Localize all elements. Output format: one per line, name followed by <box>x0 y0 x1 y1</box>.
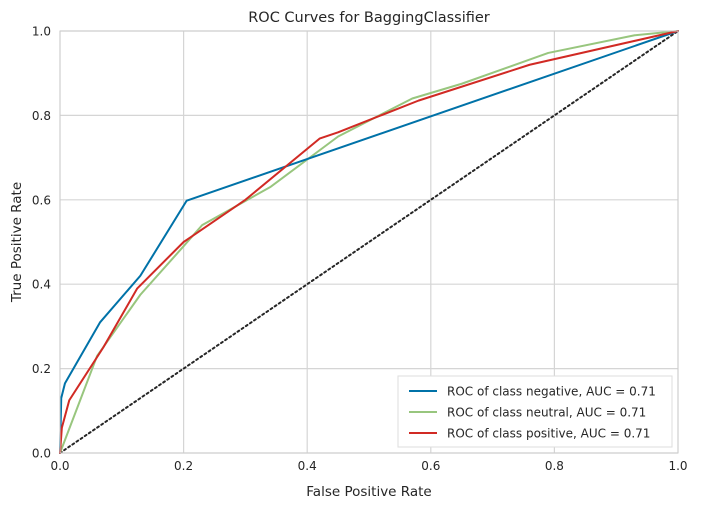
chart-title: ROC Curves for BaggingClassifier <box>248 10 490 26</box>
baseline-layer <box>59 30 679 454</box>
series-layer <box>59 30 679 454</box>
y-tick-label: 0.8 <box>32 109 51 123</box>
y-tick-labels: 0.0 0.2 0.4 0.6 0.8 1.0 <box>32 25 51 461</box>
x-tick-labels: 0.0 0.2 0.4 0.6 0.8 1.0 <box>50 459 687 473</box>
y-tick-label: 0.6 <box>32 193 51 207</box>
legend-label-positive: ROC of class positive, AUC = 0.71 <box>447 427 650 441</box>
roc-line-neutral <box>59 30 679 454</box>
legend: ROC of class negative, AUC = 0.71 ROC of… <box>397 375 673 448</box>
legend-label-neutral: ROC of class neutral, AUC = 0.71 <box>447 406 646 420</box>
roc-line-negative <box>59 30 679 454</box>
x-tick-label: 1.0 <box>668 459 687 473</box>
x-tick-label: 0.6 <box>421 459 440 473</box>
baseline-diagonal <box>59 30 679 454</box>
x-tick-label: 0.2 <box>174 459 193 473</box>
y-tick-label: 0.0 <box>32 447 51 461</box>
x-tick-label: 0.8 <box>545 459 564 473</box>
plot-frame <box>59 30 679 454</box>
y-tick-label: 0.2 <box>32 362 51 376</box>
legend-label-negative: ROC of class negative, AUC = 0.71 <box>447 385 656 399</box>
x-axis-label: False Positive Rate <box>306 484 431 500</box>
x-tick-label: 0.0 <box>50 459 69 473</box>
x-tick-label: 0.4 <box>298 459 317 473</box>
y-tick-label: 0.4 <box>32 278 51 292</box>
roc-line-positive <box>59 30 679 454</box>
y-tick-label: 1.0 <box>32 25 51 39</box>
legend-box <box>397 375 673 448</box>
y-axis-label: True Positive Rate <box>9 182 25 303</box>
